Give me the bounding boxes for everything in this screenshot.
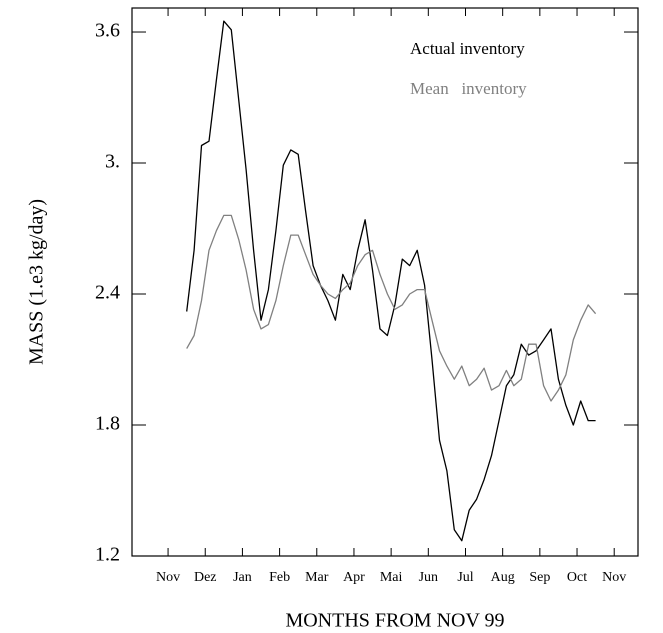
x-tick-label: Nov: [156, 570, 180, 585]
series-line: [186, 214, 597, 402]
x-tick-label: Jun: [419, 570, 438, 585]
x-tick-label: Sep: [529, 570, 550, 585]
y-tick-label: 1.2: [95, 544, 120, 566]
y-tick-label: 2.4: [95, 282, 120, 304]
y-tick-label: 3.6: [95, 20, 120, 42]
x-tick-label: Jul: [457, 570, 473, 585]
x-tick-label: Dez: [194, 570, 217, 585]
y-tick-label: 3.: [105, 151, 120, 173]
plot-frame: [131, 7, 639, 557]
x-tick-label: Feb: [269, 570, 290, 585]
x-tick-label: Nov: [602, 570, 626, 585]
series-line: [186, 20, 596, 542]
x-tick-label: Apr: [343, 570, 365, 585]
y-tick-label: 1.8: [95, 413, 120, 435]
x-tick-label: Oct: [567, 570, 587, 585]
x-tick-label: Aug: [491, 570, 515, 585]
y-axis-label: MASS (1.e3 kg/day): [26, 199, 48, 365]
x-tick-label: Jan: [233, 570, 252, 585]
x-tick-label: Mai: [380, 570, 403, 585]
x-axis-label: MONTHS FROM NOV 99: [285, 610, 504, 632]
legend-label: Mean inventory: [410, 79, 527, 98]
x-tick-label: Mar: [305, 570, 329, 585]
legend-label: Actual inventory: [410, 39, 525, 58]
